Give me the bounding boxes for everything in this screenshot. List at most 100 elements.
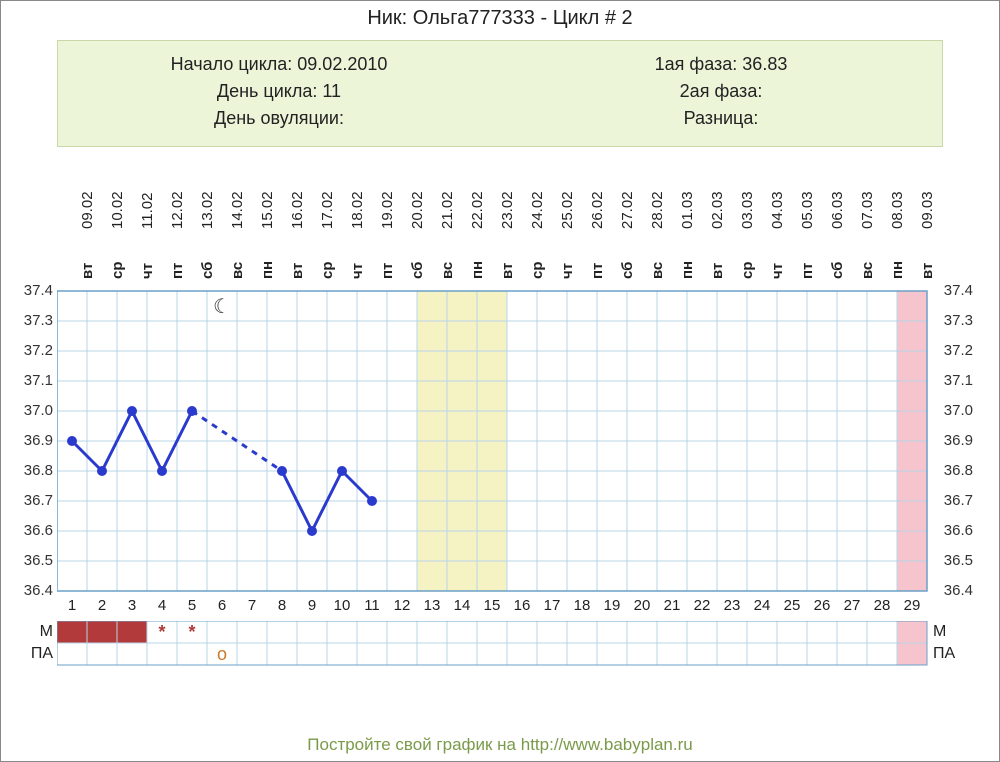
y-tick-right: 36.7 bbox=[933, 492, 973, 509]
day-number: 8 bbox=[267, 597, 297, 614]
y-tick-left: 36.4 bbox=[13, 582, 53, 599]
info-left: Начало цикла: 09.02.2010 День цикла: 11 … bbox=[58, 41, 500, 146]
col-dow: чт bbox=[139, 263, 156, 279]
y-tick-right: 37.2 bbox=[933, 342, 973, 359]
col-dow: чт bbox=[769, 263, 786, 279]
col-dow: вт bbox=[79, 263, 96, 279]
day-number: 18 bbox=[567, 597, 597, 614]
phase-diff: Разница: bbox=[500, 105, 942, 132]
moon-icon: ☾ bbox=[213, 296, 231, 318]
col-dow: чт bbox=[349, 263, 366, 279]
y-tick-left: 37.1 bbox=[13, 372, 53, 389]
chart-svg: ☾ bbox=[57, 181, 929, 593]
y-tick-right: 37.0 bbox=[933, 402, 973, 419]
col-dow: ср bbox=[109, 261, 126, 279]
col-dow: ср bbox=[529, 261, 546, 279]
y-tick-left: 37.4 bbox=[13, 282, 53, 299]
day-number: 22 bbox=[687, 597, 717, 614]
col-dow: вт bbox=[499, 263, 516, 279]
day-number: 28 bbox=[867, 597, 897, 614]
col-date: 17.02 bbox=[319, 191, 336, 229]
col-date: 28.02 bbox=[649, 191, 666, 229]
col-dow: ср bbox=[319, 261, 336, 279]
day-number: 5 bbox=[177, 597, 207, 614]
col-dow: пн bbox=[259, 261, 276, 279]
col-date: 07.03 bbox=[859, 191, 876, 229]
y-tick-left: 36.6 bbox=[13, 522, 53, 539]
col-date: 12.02 bbox=[169, 191, 186, 229]
day-number: 26 bbox=[807, 597, 837, 614]
y-tick-right: 37.4 bbox=[933, 282, 973, 299]
col-dow: вт bbox=[709, 263, 726, 279]
col-date: 23.02 bbox=[499, 191, 516, 229]
day-number: 10 bbox=[327, 597, 357, 614]
day-number: 17 bbox=[537, 597, 567, 614]
y-tick-right: 37.1 bbox=[933, 372, 973, 389]
m-mark: * bbox=[177, 622, 207, 643]
row-label-pa-right: ПА bbox=[933, 645, 963, 663]
col-dow: пн bbox=[889, 261, 906, 279]
col-date: 02.03 bbox=[709, 191, 726, 229]
ovulation-day: День овуляции: bbox=[58, 105, 500, 132]
col-dow: сб bbox=[409, 262, 426, 279]
day-number: 2 bbox=[87, 597, 117, 614]
y-tick-left: 36.5 bbox=[13, 552, 53, 569]
col-dow: чт bbox=[559, 263, 576, 279]
col-dow: вс bbox=[859, 262, 876, 279]
col-date: 22.02 bbox=[469, 191, 486, 229]
y-tick-right: 36.9 bbox=[933, 432, 973, 449]
row-label-m: М bbox=[23, 623, 53, 641]
col-date: 03.03 bbox=[739, 191, 756, 229]
col-date: 14.02 bbox=[229, 191, 246, 229]
col-dow: вт bbox=[289, 263, 306, 279]
day-number: 24 bbox=[747, 597, 777, 614]
col-date: 25.02 bbox=[559, 191, 576, 229]
y-tick-right: 36.6 bbox=[933, 522, 973, 539]
cycle-day: День цикла: 11 bbox=[58, 78, 500, 105]
day-number: 15 bbox=[477, 597, 507, 614]
col-date: 20.02 bbox=[409, 191, 426, 229]
page: Ник: Ольга777333 - Цикл # 2 Начало цикла… bbox=[0, 0, 1000, 762]
col-dow: пт bbox=[379, 263, 396, 279]
day-number: 19 bbox=[597, 597, 627, 614]
col-date: 16.02 bbox=[289, 191, 306, 229]
phase2: 2ая фаза: bbox=[500, 78, 942, 105]
m-mark: * bbox=[147, 622, 177, 643]
y-tick-left: 37.0 bbox=[13, 402, 53, 419]
day-number: 25 bbox=[777, 597, 807, 614]
col-date: 08.03 bbox=[889, 191, 906, 229]
day-number: 1 bbox=[57, 597, 87, 614]
day-number: 7 bbox=[237, 597, 267, 614]
day-number: 11 bbox=[357, 597, 387, 614]
day-number: 3 bbox=[117, 597, 147, 614]
info-box: Начало цикла: 09.02.2010 День цикла: 11 … bbox=[57, 40, 943, 147]
y-tick-left: 37.3 bbox=[13, 312, 53, 329]
col-dow: сб bbox=[829, 262, 846, 279]
phase1: 1ая фаза: 36.83 bbox=[500, 51, 942, 78]
col-date: 09.02 bbox=[79, 191, 96, 229]
col-dow: пн bbox=[679, 261, 696, 279]
col-dow: вс bbox=[229, 262, 246, 279]
col-date: 01.03 bbox=[679, 191, 696, 229]
col-date: 04.03 bbox=[769, 191, 786, 229]
col-dow: сб bbox=[199, 262, 216, 279]
y-tick-left: 37.2 bbox=[13, 342, 53, 359]
day-number: 29 bbox=[897, 597, 927, 614]
day-number: 27 bbox=[837, 597, 867, 614]
col-date: 10.02 bbox=[109, 191, 126, 229]
col-date: 15.02 bbox=[259, 191, 276, 229]
day-number: 23 bbox=[717, 597, 747, 614]
col-date: 06.03 bbox=[829, 191, 846, 229]
pa-mark: o bbox=[207, 644, 237, 665]
col-dow: вт bbox=[919, 263, 936, 279]
y-tick-right: 36.8 bbox=[933, 462, 973, 479]
col-date: 09.03 bbox=[919, 191, 936, 229]
day-number: 12 bbox=[387, 597, 417, 614]
day-number: 21 bbox=[657, 597, 687, 614]
day-number: 14 bbox=[447, 597, 477, 614]
day-number: 20 bbox=[627, 597, 657, 614]
cycle-start: Начало цикла: 09.02.2010 bbox=[58, 51, 500, 78]
col-dow: пт bbox=[799, 263, 816, 279]
col-date: 21.02 bbox=[439, 191, 456, 229]
day-number: 9 bbox=[297, 597, 327, 614]
